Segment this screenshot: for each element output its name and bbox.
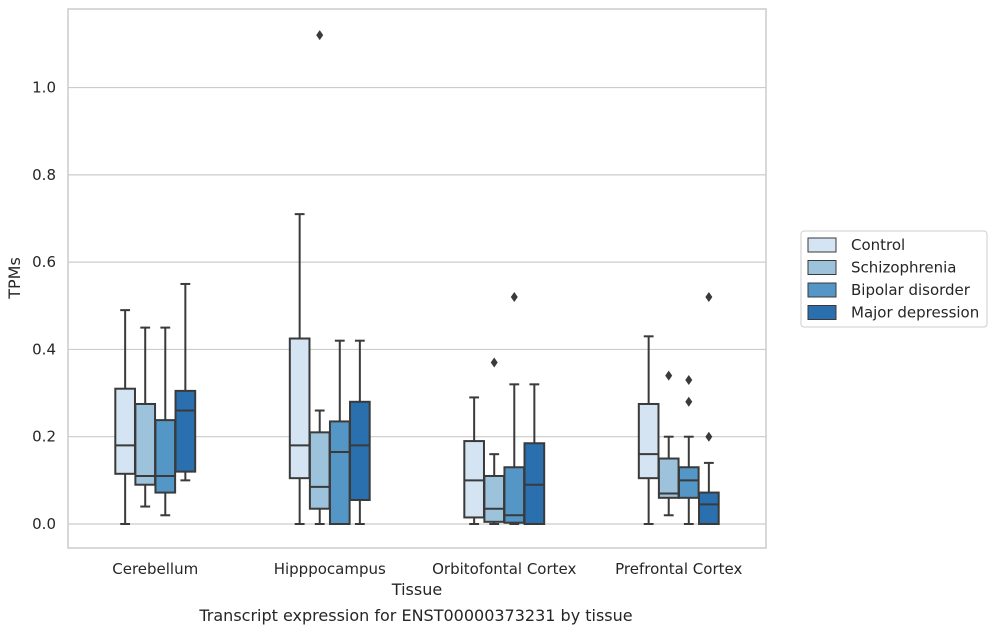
y-axis-label: TPMs xyxy=(5,257,24,300)
iqr-box xyxy=(114,387,136,475)
x-tick-label: Prefrontal Cortex xyxy=(615,560,742,578)
y-tick-label: 0.2 xyxy=(32,428,56,446)
box xyxy=(174,282,197,482)
iqr-box xyxy=(463,440,485,519)
outlier-point xyxy=(316,30,324,41)
outlier-point xyxy=(705,292,713,303)
iqr-box xyxy=(637,402,660,480)
y-tick-label: 0.6 xyxy=(32,253,56,271)
iqr-box xyxy=(657,457,680,499)
box xyxy=(288,213,311,525)
box xyxy=(483,357,506,525)
legend-label: Major depression xyxy=(851,304,979,322)
box xyxy=(114,309,136,525)
box xyxy=(308,30,331,525)
box xyxy=(328,339,351,525)
legend-label: Schizophrenia xyxy=(851,259,956,277)
legend-swatch xyxy=(807,305,837,320)
legend-swatch xyxy=(807,282,837,298)
iqr-box xyxy=(154,419,177,494)
y-tick-label: 0.4 xyxy=(32,340,56,358)
box xyxy=(503,292,526,525)
y-tick-labels: 0.0 0.2 0.4 0.6 0.8 1.0 xyxy=(32,79,56,533)
y-tick-label: 0.0 xyxy=(32,515,56,533)
outlier-point xyxy=(705,431,713,442)
figure-caption: Transcript expression for ENST0000037323… xyxy=(199,606,633,625)
box xyxy=(523,383,546,525)
iqr-box xyxy=(677,466,700,499)
legend-frame xyxy=(800,230,988,328)
iqr-box xyxy=(698,491,720,525)
outlier-point xyxy=(510,292,518,303)
plot-frame xyxy=(67,8,767,549)
x-tick-labels: Cerebellum Hipppocampus Orbitofontal Corte… xyxy=(112,560,742,578)
legend-swatch xyxy=(807,260,837,275)
x-tick-label: Hipppocampus xyxy=(274,560,386,578)
iqr-box xyxy=(349,400,371,501)
iqr-box xyxy=(308,431,331,510)
box xyxy=(637,335,660,525)
iqr-box xyxy=(174,389,197,473)
legend-swatch xyxy=(807,237,837,253)
iqr-box xyxy=(328,420,351,525)
iqr-box xyxy=(288,337,311,480)
legend: Control Schizophrenia Bipolar disorder Majo… xyxy=(800,230,988,328)
x-tick-label: Orbitofontal Cortex xyxy=(432,560,576,578)
y-tick-label: 0.8 xyxy=(32,166,56,184)
box-series xyxy=(114,30,720,525)
iqr-box xyxy=(134,402,157,486)
box xyxy=(677,374,700,525)
x-tick-label: Cerebellum xyxy=(112,560,198,578)
box xyxy=(463,396,485,525)
box xyxy=(154,326,177,517)
x-axis-label: Tissue xyxy=(391,580,442,599)
box xyxy=(349,339,371,525)
box xyxy=(657,370,680,517)
box xyxy=(698,292,720,525)
legend-label: Bipolar disorder xyxy=(851,281,971,299)
outlier-point xyxy=(490,357,498,368)
iqr-box xyxy=(523,442,546,525)
box xyxy=(134,326,157,508)
outlier-point xyxy=(685,396,693,407)
y-tick-label: 1.0 xyxy=(32,79,56,97)
legend-label: Control xyxy=(851,236,905,254)
iqr-box xyxy=(483,474,506,523)
outlier-point xyxy=(665,370,673,381)
outlier-point xyxy=(685,374,693,385)
